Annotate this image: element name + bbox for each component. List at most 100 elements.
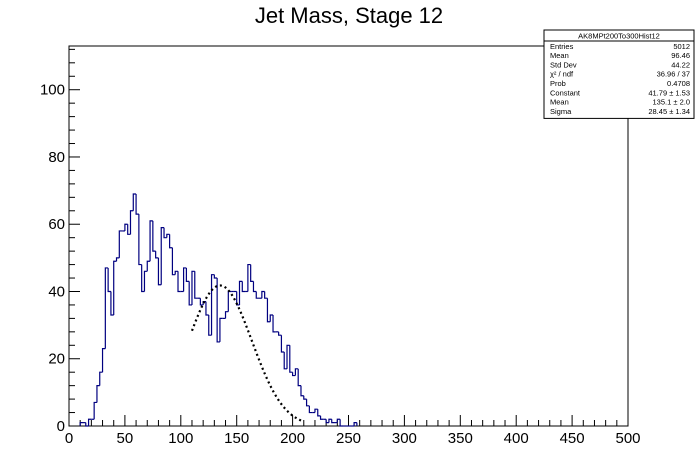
histogram-bin — [85, 422, 89, 427]
histogram-bin — [278, 331, 282, 336]
histogram-bin — [149, 220, 153, 262]
histogram-bin — [93, 401, 97, 420]
stats-row-value: 44.22 — [671, 60, 690, 69]
stats-box: AK8MPt200To300Hist12 Entries 5012 Mean 96.46… — [543, 29, 695, 119]
histogram-bin — [238, 280, 243, 305]
histogram-bin — [107, 267, 111, 293]
histogram-bin — [236, 291, 240, 306]
histogram-bin — [115, 257, 120, 262]
histogram-bin — [331, 419, 335, 424]
x-tick-label: 200 — [280, 430, 305, 447]
histogram-bin — [297, 368, 301, 387]
histogram-bin — [127, 224, 131, 235]
histogram-bin — [353, 422, 357, 426]
stats-row-label: Mean — [550, 98, 569, 107]
histogram-bin — [294, 368, 299, 376]
x-tick-label: 500 — [615, 430, 640, 447]
x-tick-label: 0 — [65, 430, 73, 447]
histogram-bin — [185, 267, 190, 282]
stats-row-label: Std Dev — [550, 60, 577, 69]
histogram-bin — [255, 291, 260, 299]
histogram-bin — [208, 315, 212, 336]
histogram-bin — [210, 274, 215, 336]
stats-row-label: Sigma — [550, 107, 572, 116]
stats-row-label: Prob — [550, 79, 566, 88]
histogram-bin — [135, 193, 139, 215]
histogram-bin — [99, 371, 103, 386]
histogram-bin — [188, 281, 192, 306]
histogram-bin — [213, 274, 218, 279]
histogram-bin — [280, 335, 285, 353]
histogram-bin — [146, 260, 151, 272]
x-tick-label: 450 — [560, 430, 585, 447]
histogram-bin — [101, 348, 106, 373]
histogram-bin — [250, 264, 254, 282]
stats-box-frame — [543, 29, 695, 119]
stats-row-value: 36.96 / 37 — [657, 70, 690, 79]
histogram-bin — [224, 311, 229, 319]
y-tick-label: 0 — [57, 418, 65, 435]
histogram-bin — [124, 223, 128, 231]
y-tick-label: 40 — [48, 283, 65, 300]
axes: 0 50 100 150 200 250 300 350 400 450 500 0 20 40 60 80 1… — [40, 45, 641, 447]
x-tick-label: 350 — [448, 430, 473, 447]
histogram-bin — [336, 418, 341, 423]
stats-row-label: Constant — [550, 88, 581, 97]
histogram-bin — [241, 281, 246, 293]
histogram-bin — [138, 214, 142, 266]
histogram-bin — [252, 281, 257, 293]
x-tick-label: 100 — [168, 430, 193, 447]
histogram-bin — [269, 314, 274, 322]
histogram-bin — [339, 419, 343, 427]
histogram-bin — [163, 227, 167, 239]
stats-row-value: 5012 — [673, 42, 690, 51]
histogram-bin — [79, 422, 83, 426]
histogram-bin — [303, 395, 307, 400]
histogram-bin — [104, 267, 109, 349]
histogram-bin — [118, 230, 123, 258]
histogram-bin — [261, 290, 265, 299]
histogram-bin — [289, 345, 293, 373]
histogram-bin — [129, 210, 134, 235]
stats-row-value: 96.46 — [671, 51, 690, 60]
histogram-bin — [96, 385, 100, 403]
histogram-bin — [113, 260, 117, 316]
histogram-bin — [160, 226, 165, 285]
histogram-bin — [325, 419, 329, 424]
histogram-bin — [157, 257, 162, 286]
y-tick-label: 100 — [40, 82, 65, 99]
histogram-bin — [292, 372, 296, 377]
histogram-bin — [141, 264, 145, 293]
histogram-bin — [166, 233, 170, 238]
histogram-bin — [155, 251, 159, 259]
histogram-bin — [216, 278, 220, 343]
histogram-bin — [132, 193, 137, 211]
histogram-bin — [328, 418, 332, 423]
histogram-bin — [177, 271, 181, 293]
stats-row-value: 135.1 ± 2.0 — [653, 98, 690, 107]
histogram-bin — [199, 298, 204, 306]
histogram-bin — [300, 385, 304, 397]
histogram-bin — [174, 270, 179, 275]
histogram-bin — [152, 220, 156, 252]
stats-row-value: 28.45 ± 1.34 — [648, 107, 690, 116]
histogram-bin — [305, 399, 310, 407]
y-tick-label: 80 — [48, 149, 65, 166]
x-tick-label: 150 — [224, 430, 249, 447]
stats-row-value: 41.79 ± 1.53 — [648, 88, 690, 97]
x-tick-label: 50 — [117, 430, 134, 447]
histogram-bin — [194, 271, 198, 299]
histogram-bin — [169, 234, 173, 249]
histogram-bin — [264, 291, 268, 299]
histogram-bin — [110, 291, 114, 316]
histogram-bin — [171, 247, 176, 276]
histogram-bin — [205, 301, 209, 316]
histogram-bin — [87, 418, 92, 426]
stats-box-title: AK8MPt200To300Hist12 — [578, 32, 660, 41]
y-tick-label: 20 — [48, 351, 65, 368]
histogram-bin — [182, 267, 187, 292]
x-tick-label: 300 — [392, 430, 417, 447]
histogram-bin — [143, 270, 148, 292]
stats-row-label: χ² / ndf — [550, 70, 574, 79]
